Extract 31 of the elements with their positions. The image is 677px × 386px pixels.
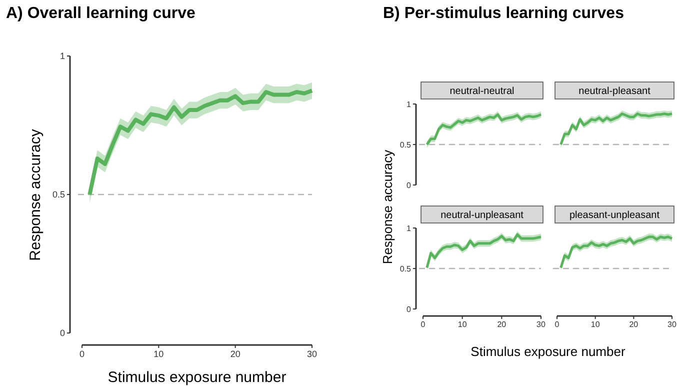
chart-subtitle: neutral-neutral xyxy=(450,86,514,97)
chart-title: A) Overall learning curve xyxy=(6,5,196,22)
x-tick-label: 0 xyxy=(79,348,85,359)
y-tick-label: 0.5 xyxy=(400,140,412,150)
chart-subtitle: pleasant-unpleasant xyxy=(569,210,660,221)
y-tick-label: 0 xyxy=(406,180,412,190)
y-tick-label: 0.5 xyxy=(400,264,412,274)
x-axis-title: Stimulus exposure number xyxy=(108,369,286,386)
y-tick-label: 0 xyxy=(60,328,65,338)
x-tick-label: 10 xyxy=(154,348,164,359)
y-axis-title: Response accuracy xyxy=(27,128,44,261)
y-tick-label: 0 xyxy=(406,304,412,314)
x-tick-label: 0 xyxy=(554,320,560,329)
x-tick-label: 30 xyxy=(306,348,318,359)
y-tick-label: 1 xyxy=(406,224,412,233)
y-tick-label: 1 xyxy=(60,51,65,62)
x-tick-label: 20 xyxy=(629,320,639,329)
x-tick-label: 10 xyxy=(458,320,468,329)
x-axis-title: Stimulus exposure number xyxy=(470,344,626,359)
x-tick-label: 0 xyxy=(420,320,426,329)
y-axis-title: Response accuracy xyxy=(380,149,395,264)
y-tick-label: 0.5 xyxy=(52,190,65,200)
y-tick-label: 1 xyxy=(406,100,412,109)
x-tick-label: 20 xyxy=(230,348,240,359)
chart-subtitle: neutral-unpleasant xyxy=(440,210,524,221)
chart-title: B) Per-stimulus learning curves xyxy=(383,5,624,22)
x-tick-label: 20 xyxy=(497,320,507,329)
x-tick-label: 10 xyxy=(590,320,600,329)
chart-subtitle: neutral-pleasant xyxy=(578,86,651,97)
x-tick-label: 30 xyxy=(536,320,546,329)
x-tick-label: 30 xyxy=(668,320,677,329)
